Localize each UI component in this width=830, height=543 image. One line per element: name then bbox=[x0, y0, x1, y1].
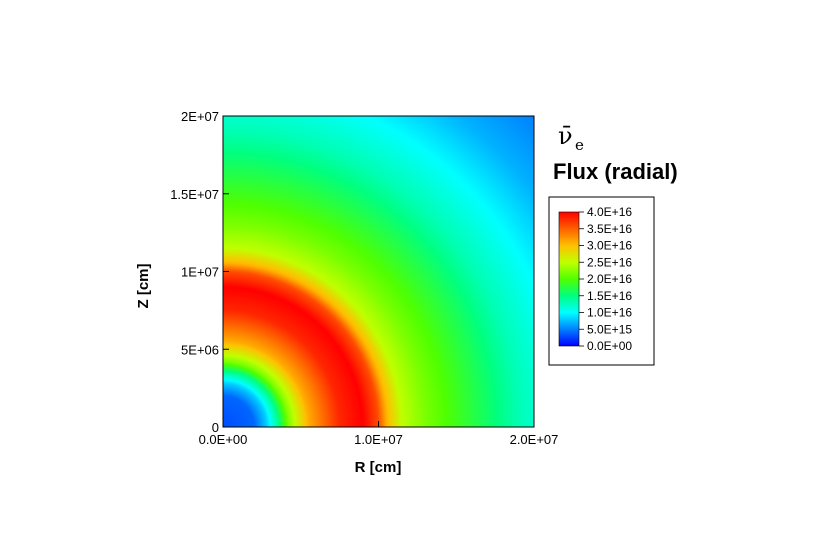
legend-symbol-subscript: e bbox=[575, 136, 584, 154]
legend-level-label: 2.0E+16 bbox=[587, 272, 632, 286]
legend-level-label: 3.0E+16 bbox=[587, 239, 632, 253]
x-tick-label: 2.0E+07 bbox=[510, 432, 559, 447]
x-axis-title: R [cm] bbox=[355, 459, 402, 476]
legend-title: Flux (radial) bbox=[553, 159, 678, 184]
y-tick-label: 5E+06 bbox=[181, 342, 219, 357]
legend-color-bar bbox=[558, 211, 580, 347]
y-tick-label: 2E+07 bbox=[181, 109, 219, 124]
legend-level-label: 3.5E+16 bbox=[587, 222, 632, 236]
legend-level-label: 2.5E+16 bbox=[587, 255, 632, 269]
x-axis-ticks: 0.0E+00 1.0E+07 2.0E+07 bbox=[199, 421, 559, 447]
legend-labels: 4.0E+16 3.5E+16 3.0E+16 2.5E+16 2.0E+16 1.5E+… bbox=[579, 205, 632, 353]
y-axis-ticks: 0 5E+06 1E+07 1.5E+07 2E+07 bbox=[170, 109, 229, 435]
legend-symbol: ν̄ bbox=[558, 122, 573, 150]
legend: 4.0E+16 3.5E+16 3.0E+16 2.5E+16 2.0E+16 1.5E+… bbox=[548, 196, 655, 366]
flux-heatmap bbox=[223, 116, 534, 427]
legend-level-label: 0.0E+00 bbox=[587, 339, 632, 353]
legend-level-label: 1.0E+16 bbox=[587, 306, 632, 320]
y-tick-label: 0 bbox=[212, 420, 219, 435]
x-tick-label: 0.0E+00 bbox=[199, 432, 248, 447]
legend-level-label: 5.0E+15 bbox=[587, 322, 632, 336]
y-tick-label: 1.5E+07 bbox=[170, 187, 219, 202]
x-tick-label: 1.0E+07 bbox=[354, 432, 403, 447]
legend-level-label: 1.5E+16 bbox=[587, 289, 632, 303]
plot-area bbox=[222, 115, 535, 428]
y-axis-title: Z [cm] bbox=[135, 263, 152, 308]
legend-level-label: 4.0E+16 bbox=[587, 205, 632, 219]
legend-header: ν̄ e Flux (radial) bbox=[553, 122, 678, 184]
y-tick-label: 1E+07 bbox=[181, 265, 219, 280]
